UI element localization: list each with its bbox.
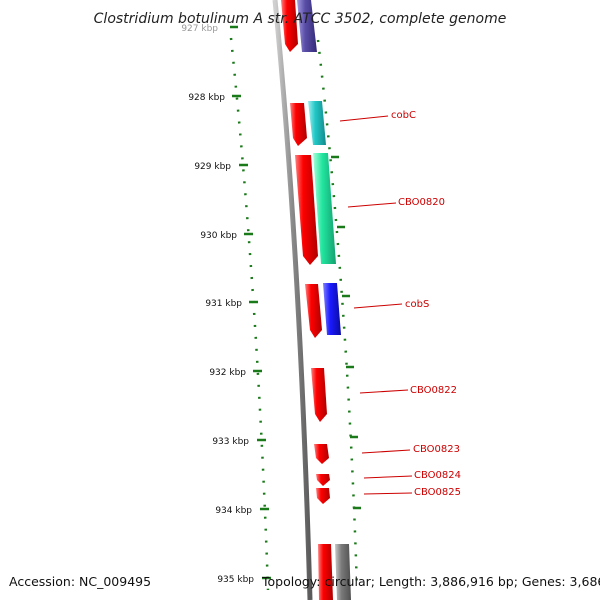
gene-label[interactable]: CBO0822: [410, 385, 457, 396]
cds-feature[interactable]: [314, 444, 329, 464]
gene-leaders: [339, 115, 413, 495]
gene-label[interactable]: CBO0820: [398, 197, 445, 208]
leader-line: [339, 115, 389, 122]
gene-feature-cobS[interactable]: [323, 283, 341, 335]
tick-label: 929 kbp: [194, 162, 231, 172]
gene-feature-top[interactable]: [297, 0, 317, 52]
gene-track: [297, 0, 351, 600]
leader-line: [363, 475, 413, 479]
accession-text: Accession: NC_009495: [9, 574, 151, 589]
genome-backbone: [272, 0, 313, 600]
scale-ticks: [230, 25, 271, 580]
cds-track: [281, 0, 333, 600]
gene-feature-cobC[interactable]: [308, 101, 326, 145]
leader-line: [361, 449, 411, 454]
cds-feature[interactable]: [290, 103, 307, 146]
leader-line: [353, 303, 403, 309]
scale-arc-outer: [316, 39, 359, 591]
tick-label: 928 kbp: [188, 93, 225, 103]
leader-line: [359, 389, 409, 394]
tick-label: 932 kbp: [209, 368, 246, 378]
scale-tick-labels: 927 kbp 928 kbp 929 kbp 930 kbp 931 kbp …: [181, 24, 254, 585]
cds-feature[interactable]: [318, 544, 333, 600]
tick-label: 930 kbp: [200, 231, 237, 241]
leader-line: [363, 492, 413, 495]
gene-labels: cobC CBO0820 cobS CBO0822 CBO0823 CBO082…: [391, 110, 461, 498]
gene-feature-CBO0820[interactable]: [313, 153, 336, 264]
cds-feature[interactable]: [305, 284, 322, 338]
gene-label[interactable]: cobS: [405, 299, 429, 310]
cds-feature[interactable]: [295, 155, 318, 265]
tick-label: 935 kbp: [217, 575, 254, 585]
map-title: Clostridium botulinum A str. ATCC 3502, …: [94, 11, 507, 27]
gene-feature-bottom[interactable]: [335, 544, 351, 600]
cds-feature[interactable]: [316, 474, 330, 486]
genome-summary-text: Topology: circular; Length: 3,886,916 bp…: [261, 574, 600, 589]
gene-label[interactable]: cobC: [391, 110, 416, 121]
gene-label[interactable]: CBO0825: [414, 487, 461, 498]
tick-label: 931 kbp: [205, 299, 242, 309]
leader-line: [347, 202, 397, 208]
outer-ticks: [331, 155, 361, 510]
cds-feature[interactable]: [311, 368, 327, 422]
gene-label[interactable]: CBO0823: [413, 444, 460, 455]
cds-feature[interactable]: [281, 0, 298, 52]
tick-label: 927 kbp: [181, 24, 218, 34]
cds-feature[interactable]: [316, 488, 330, 504]
gene-label[interactable]: CBO0824: [414, 470, 461, 481]
tick-label: 934 kbp: [215, 506, 252, 516]
tick-label: 933 kbp: [212, 437, 249, 447]
